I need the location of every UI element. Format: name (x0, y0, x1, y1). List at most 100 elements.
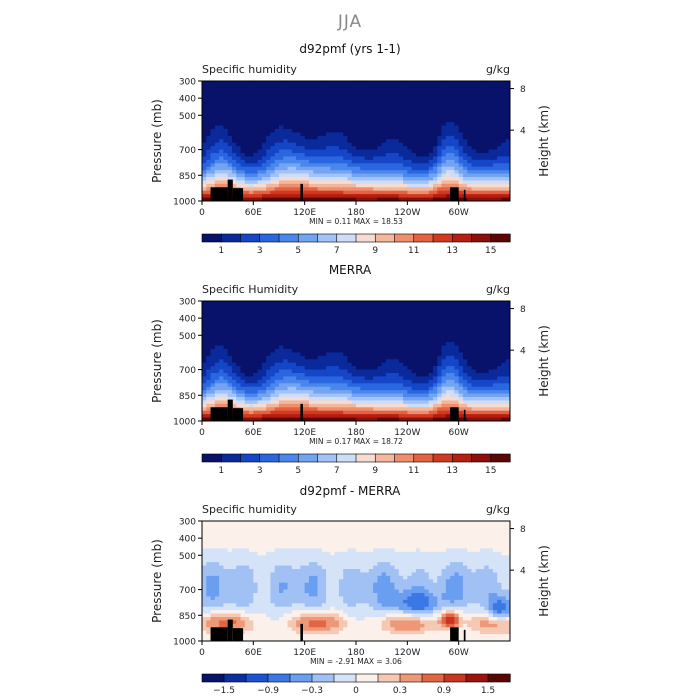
heat-cell (424, 115, 430, 120)
heat-cell (274, 325, 280, 329)
heat-cell (420, 301, 425, 305)
heat-cell (484, 129, 490, 133)
heat-cell (236, 111, 241, 116)
heat-cell (236, 321, 241, 326)
heat-cell (368, 400, 374, 405)
heat-cell (266, 129, 271, 133)
heat-cell (351, 84, 357, 89)
heat-cell (411, 183, 417, 188)
heat-cell (492, 159, 498, 164)
heat-cell (214, 379, 220, 384)
heat-cell (373, 359, 378, 364)
heat-cell (300, 373, 306, 377)
heat-cell (385, 163, 391, 168)
heat-cell (317, 407, 323, 412)
heat-cell (445, 81, 451, 85)
heat-cell (445, 376, 451, 381)
heat-cell (206, 105, 211, 109)
heat-cell (227, 115, 233, 120)
heat-cell (330, 359, 336, 364)
heat-cell (236, 362, 241, 367)
heat-cell (390, 379, 395, 384)
heat-cell (458, 352, 464, 357)
heat-cell (300, 139, 306, 144)
heat-cell (390, 355, 395, 360)
heat-cell (394, 118, 400, 123)
heat-cell (441, 393, 447, 398)
heat-cell (454, 328, 460, 333)
heat-cell (244, 307, 250, 312)
heat-cell (253, 94, 259, 99)
heat-cell (403, 146, 408, 150)
heat-cell (219, 342, 224, 346)
heat-cell (462, 373, 468, 377)
heat-cell (480, 129, 485, 133)
heat-cell (334, 304, 340, 309)
heat-cell (398, 180, 404, 185)
heat-cell (253, 156, 259, 161)
heat-cell (249, 345, 254, 350)
heat-cell (291, 177, 297, 181)
heat-cell (411, 328, 417, 333)
heat-cell (377, 187, 383, 192)
heat-cell (219, 390, 224, 394)
heat-cell (475, 338, 481, 343)
heat-cell (480, 373, 485, 377)
heat-cell (227, 376, 233, 381)
heat-cell (300, 84, 306, 89)
heat-cell (497, 393, 502, 398)
heat-cell (390, 321, 395, 326)
heat-cell (249, 342, 254, 346)
heat-cell (445, 321, 451, 326)
heat-cell (458, 159, 464, 164)
heat-cell (223, 393, 229, 398)
heat-cell (296, 331, 301, 336)
heat-cell (445, 84, 451, 89)
heat-cell (368, 132, 374, 137)
heat-cell (313, 159, 318, 164)
heat-cell (240, 311, 246, 316)
heat-cell (338, 94, 344, 99)
heat-cell (334, 325, 340, 329)
heat-cell (330, 105, 336, 109)
heat-cell (484, 397, 490, 401)
heat-cell (450, 163, 455, 168)
heat-cell (257, 349, 263, 353)
heat-cell (249, 142, 254, 147)
colorbar-label: 1 (218, 246, 224, 256)
heat-cell (415, 390, 421, 394)
heat-cell (202, 304, 207, 309)
heat-cell (497, 383, 502, 388)
heat-cell (326, 187, 331, 192)
heat-cell (214, 390, 220, 394)
heat-cell (475, 105, 481, 109)
heat-cell (283, 362, 288, 367)
heat-cell (368, 115, 374, 120)
heat-cell (373, 163, 378, 168)
heat-cell (270, 407, 276, 412)
heat-cell (411, 325, 417, 329)
heat-cell (381, 139, 387, 144)
heat-cell (304, 359, 310, 364)
heat-cell (257, 153, 263, 157)
heat-cell (360, 373, 365, 377)
heat-cell (270, 362, 276, 367)
heat-cell (441, 338, 447, 343)
heat-cell (304, 125, 310, 130)
heat-cell (287, 407, 293, 412)
heat-cell (480, 383, 485, 388)
heat-cell (214, 325, 220, 329)
heat-cell (364, 352, 370, 357)
heat-cell (360, 359, 365, 364)
heat-cell (458, 349, 464, 353)
heat-cell (424, 156, 430, 161)
heat-cell (300, 163, 306, 168)
heat-cell (219, 122, 224, 126)
heat-cell (381, 190, 387, 195)
heat-cell (368, 111, 374, 116)
heat-cell (240, 153, 246, 157)
heat-cell (505, 407, 511, 412)
heat-cell (505, 94, 511, 99)
heat-cell (287, 325, 293, 329)
heat-cell (505, 135, 511, 140)
